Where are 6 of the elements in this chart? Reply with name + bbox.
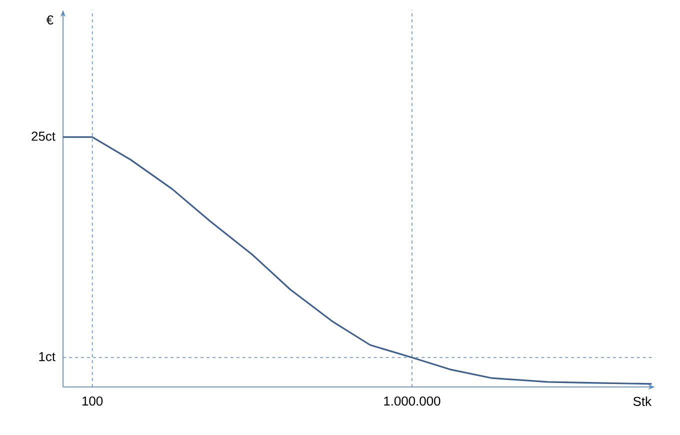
y-tick-label: 1ct xyxy=(39,352,56,362)
x-tick-label: 100 xyxy=(82,396,103,406)
x-tick-label: 1.000.000 xyxy=(384,396,440,406)
y-tick-label: 25ct xyxy=(32,132,56,141)
y-axis-title: € xyxy=(46,15,54,25)
x-axis-title: Stk xyxy=(633,396,652,406)
